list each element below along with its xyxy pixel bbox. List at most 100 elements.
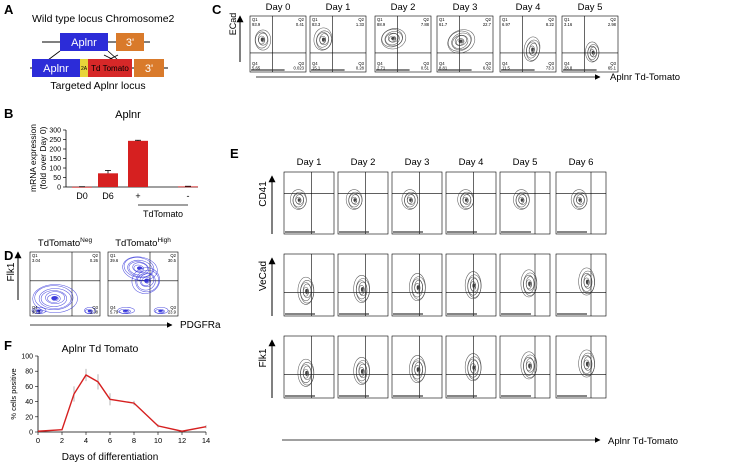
line-chart-y-tick-label: 60 (25, 384, 33, 391)
bar-chart-y-tick-label: 100 (49, 166, 61, 173)
contour-ring (40, 290, 67, 307)
quadrant-value: 30.5 (168, 258, 177, 263)
line-chart-x-tick-label: 12 (178, 436, 186, 445)
day-title: Day 2 (391, 2, 416, 13)
flow-plot-frame (445, 171, 497, 235)
day-title: Day 3 (453, 2, 478, 13)
line-chart-ylabel: % cells positive (9, 368, 18, 419)
e-plot-r2-c4 (499, 335, 551, 399)
quadrant-value: 1.33 (356, 22, 365, 27)
axis-density-strip (251, 69, 285, 71)
axis-density-strip (447, 231, 477, 233)
contour-ring (139, 273, 155, 287)
bar-D6 (98, 173, 118, 187)
e-plot-r1-c0 (283, 253, 335, 317)
bar-- (178, 186, 198, 188)
flow-plot-frame (283, 171, 335, 235)
flow-plot-frame (445, 253, 497, 317)
panel-d-xlabel: PDGFRa (180, 320, 221, 331)
flow-plot-frame (309, 15, 367, 73)
quadrant-name: Q1 (377, 17, 383, 22)
contour-core (51, 296, 58, 301)
quadrant-name: Q3 (170, 305, 176, 310)
day-title: Day 1 (326, 2, 351, 13)
quadrant-value: 3.04 (32, 258, 41, 263)
flow-plot-frame (555, 335, 607, 399)
e-plot-r2-c3 (445, 335, 497, 399)
line-chart-series (37, 368, 207, 432)
bar-chart-ylabel-line1: mRNA expression (28, 124, 38, 192)
bar-chart-y-tick-label: 0 (57, 185, 61, 192)
quadrant-value: 11.5 (502, 66, 511, 71)
e-plot-r2-c0 (283, 335, 335, 399)
quadrant-name: Q4 (252, 61, 258, 66)
flow-plot-frame (445, 335, 497, 399)
e-plot-r0-c2 (391, 171, 443, 235)
axis-density-strip (339, 231, 369, 233)
bar-D0 (72, 186, 92, 188)
bar-category-label: + (135, 191, 140, 201)
quadrant-value: 5.79 (110, 310, 119, 315)
panel-c-ylabel: ECad (228, 13, 238, 36)
quadrant-name: Q4 (312, 61, 318, 66)
quadrant-name: Q4 (502, 61, 508, 66)
contour-ring (133, 264, 145, 273)
e-plot-r1-c2 (391, 253, 443, 317)
flow-plot-frame (337, 335, 389, 399)
contour-core (528, 363, 531, 369)
contour-ring (32, 308, 43, 314)
axis-density-strip (557, 313, 587, 315)
axis-density-strip (339, 395, 369, 397)
plot-title: TdTomatoHigh (115, 237, 171, 249)
quadrant-value: 0.51 (421, 66, 430, 71)
quadrant-value: 2.71 (377, 66, 386, 71)
axis-density-strip (311, 69, 345, 71)
axis-density-strip (501, 395, 531, 397)
quadrant-value: 6.97 (502, 22, 511, 27)
contour-core (36, 309, 41, 312)
quadrant-value: 15.1 (312, 66, 321, 71)
wt-gene-label: Aplnr (71, 37, 97, 49)
contour-core (305, 288, 308, 294)
contour-ring (141, 276, 152, 287)
group-label: TdTomato (143, 209, 183, 219)
panel-e-plots: Day 1 Day 2 Day 3 Day 4 Day 5 Day 6 (283, 157, 607, 399)
contour-core (458, 39, 463, 43)
day-title: Day 2 (351, 157, 376, 168)
targeted-utr-label: 3' (145, 63, 153, 75)
bar-chart-x-labels: D0 D6 + - (76, 191, 189, 201)
flow-plot-frame (555, 253, 607, 317)
quadrant-name: Q4 (110, 305, 116, 310)
crossover-lines-left (47, 50, 119, 61)
flow-plot-frame (436, 15, 494, 73)
quadrant-name: Q1 (252, 17, 258, 22)
e-plot-r1-c1 (337, 253, 389, 317)
quadrant-value: 95.3 (32, 310, 41, 315)
e-plot-r0-c5 (555, 171, 607, 235)
contour-ring (447, 29, 476, 54)
contour-ring (34, 285, 74, 311)
contour-core (353, 198, 357, 202)
contour-core (531, 47, 534, 52)
bar-chart-ylabel-line2: (fold over Day 0) (38, 126, 48, 189)
axis-density-strip (447, 313, 477, 315)
contour-core (87, 309, 92, 312)
contour-ring (387, 33, 399, 43)
contour-ring (254, 29, 272, 51)
contour-ring (38, 288, 72, 309)
flow-plot-frame (391, 171, 443, 235)
quadrant-value: 28.8 (564, 66, 573, 71)
flow-plot-frame (374, 15, 432, 73)
contour-ring (154, 308, 165, 314)
contour-ring (381, 29, 403, 48)
quadrant-name: Q1 (312, 17, 318, 22)
bar-chart-y-ticks: 0 50 100 150 200 250 300 (49, 128, 66, 192)
e-plot-r2-c1 (337, 335, 389, 399)
line-chart-x-tick-label: 8 (132, 436, 136, 445)
panel-d: D TdTomatoNegQ13.04Q20.26Q31.38Q495.3TdT… (4, 237, 221, 331)
contour-ring (135, 270, 160, 293)
wt-gene-box (60, 33, 108, 51)
